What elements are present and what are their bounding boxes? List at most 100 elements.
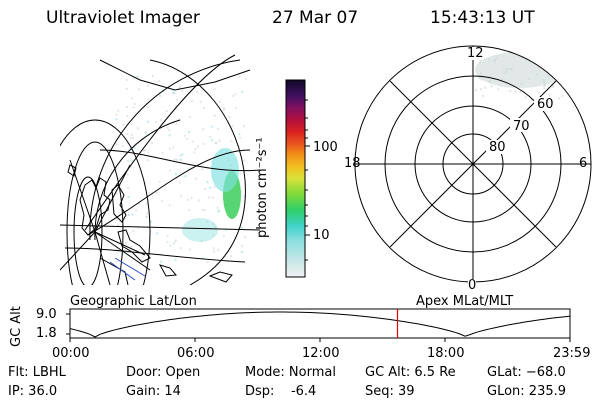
emission-pixel bbox=[210, 125, 213, 128]
lat70-bg bbox=[510, 118, 532, 132]
emission-pixel bbox=[212, 247, 215, 250]
lat-60-label: 60 bbox=[537, 97, 554, 112]
ip-readout: IP: 36.0 bbox=[8, 384, 58, 399]
emission-pixel bbox=[178, 118, 181, 121]
emission-pixel bbox=[161, 151, 164, 154]
emission-pixel bbox=[188, 209, 191, 212]
emission-pixel bbox=[159, 94, 162, 97]
emission-pixel bbox=[151, 75, 154, 78]
emission-pixel bbox=[567, 55, 570, 58]
mlt-12-label: 12 bbox=[467, 46, 484, 61]
emission-pixel bbox=[234, 93, 237, 96]
right-panel-caption: Apex MLat/MLT bbox=[416, 294, 514, 309]
emission-pixel bbox=[145, 202, 148, 205]
emission-pixel bbox=[175, 122, 178, 125]
emission-pixel bbox=[126, 173, 129, 176]
emission-pixel bbox=[539, 57, 542, 60]
emission-pixel bbox=[155, 232, 158, 235]
emission-pixel bbox=[514, 90, 517, 93]
emission-pixel bbox=[118, 176, 121, 179]
glon-readout: GLon: 235.9 bbox=[487, 384, 567, 399]
emission-pixel bbox=[125, 78, 128, 81]
emission-pixel bbox=[175, 104, 178, 107]
emission-pixel bbox=[115, 260, 118, 263]
emission-pixel bbox=[172, 89, 175, 92]
seq-readout: Seq: 39 bbox=[365, 384, 415, 399]
left-panel-caption: Geographic Lat/Lon bbox=[70, 294, 197, 309]
emission-pixel bbox=[180, 195, 183, 198]
emission-pixel bbox=[136, 75, 139, 78]
emission-pixel bbox=[196, 145, 199, 148]
emission-pixel bbox=[186, 137, 189, 140]
emission-pixel bbox=[190, 196, 193, 199]
emission-pixel bbox=[202, 107, 205, 110]
emission-pixel bbox=[231, 125, 234, 128]
emission-pixel bbox=[126, 160, 129, 163]
orbit-xtick-1200: 12:00 bbox=[302, 346, 340, 361]
emission-pixel bbox=[484, 86, 487, 89]
emission-pixel bbox=[242, 125, 245, 128]
emission-pixel bbox=[117, 109, 120, 112]
emission-pixel bbox=[561, 94, 564, 97]
emission-pixel bbox=[161, 200, 164, 203]
emission-pixel bbox=[497, 88, 500, 91]
emission-pixel bbox=[218, 139, 221, 142]
orbit-ytick-9: 9.0 bbox=[36, 307, 57, 322]
emission-pixel bbox=[548, 94, 551, 97]
emission-pixel bbox=[224, 256, 227, 259]
emission-pixel bbox=[556, 56, 559, 59]
colorbar bbox=[285, 79, 310, 278]
door-readout: Door: Open bbox=[126, 365, 201, 380]
polar-grid bbox=[354, 45, 592, 283]
emission-pixel bbox=[232, 94, 235, 97]
coastline bbox=[67, 164, 233, 285]
emission-pixel bbox=[121, 145, 124, 148]
emission-pixel bbox=[222, 107, 225, 110]
emission-pixel bbox=[131, 97, 134, 100]
emission-pixel bbox=[200, 240, 203, 243]
emission-pixel bbox=[239, 172, 242, 175]
emission-pixel bbox=[230, 140, 233, 143]
emission-pixel bbox=[127, 214, 130, 217]
orbit-plot bbox=[66, 308, 571, 342]
emission-pixel bbox=[239, 136, 242, 139]
emission-pixel bbox=[524, 96, 527, 99]
emission-pixel bbox=[137, 203, 140, 206]
emission-pixel bbox=[173, 158, 176, 161]
orbit-ytick-1-8: 1.8 bbox=[36, 326, 57, 341]
emission-pixel bbox=[130, 245, 133, 248]
emission-pixel bbox=[189, 248, 192, 251]
emission-pixel bbox=[158, 180, 161, 183]
emission-pixel bbox=[179, 247, 182, 250]
header-date: 27 Mar 07 bbox=[272, 8, 359, 28]
emission-pixel bbox=[217, 248, 220, 251]
emission-pixel bbox=[174, 258, 177, 261]
emission-pixel bbox=[543, 87, 546, 90]
emission-pixel bbox=[212, 223, 215, 226]
emission-pixel bbox=[238, 75, 241, 78]
emission-pixel bbox=[193, 151, 196, 154]
polar-plot bbox=[354, 45, 592, 283]
emission-pixel bbox=[191, 100, 194, 103]
emission-pixel bbox=[166, 126, 169, 129]
emission-pixel bbox=[194, 177, 197, 180]
emission-pixel bbox=[240, 190, 243, 193]
lat-80-label: 80 bbox=[489, 140, 506, 155]
emission-pixel bbox=[199, 100, 202, 103]
emission-pixel bbox=[168, 134, 171, 137]
emission-pixel bbox=[244, 236, 247, 239]
emission-pixel bbox=[212, 196, 215, 199]
emission-pixel bbox=[132, 77, 135, 80]
emission-pixel bbox=[214, 141, 217, 144]
emission-pixel bbox=[244, 77, 247, 80]
emission-pixel bbox=[184, 175, 187, 178]
emission-pixel bbox=[137, 88, 140, 91]
emission-pixel bbox=[509, 90, 512, 93]
emission-pixel bbox=[187, 198, 190, 201]
emission-pixel bbox=[206, 181, 209, 184]
emission-pixel bbox=[204, 188, 207, 191]
emission-pixel bbox=[482, 94, 485, 97]
glat-readout: GLat: −68.0 bbox=[487, 365, 566, 380]
emission-pixel bbox=[208, 196, 211, 199]
